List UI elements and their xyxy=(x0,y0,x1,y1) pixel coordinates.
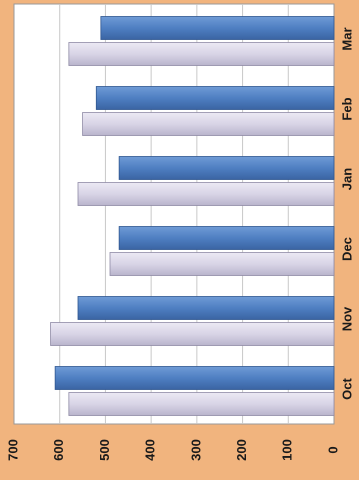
value-tick-400: 400 xyxy=(143,439,158,461)
bar-jan-series-2 xyxy=(77,182,335,206)
category-label-feb: Feb xyxy=(339,97,354,120)
category-label-dec: Dec xyxy=(339,237,354,261)
bar-jan-series-1 xyxy=(118,156,335,180)
bar-mar-series-1 xyxy=(100,16,335,40)
category-label-mar: Mar xyxy=(339,27,354,50)
value-tick-labels: 0 100 200 300 400 500 600 700 xyxy=(5,439,340,461)
value-tick-100: 100 xyxy=(280,439,295,461)
bars xyxy=(50,16,335,416)
value-tick-200: 200 xyxy=(234,439,249,461)
bar-oct-series-1 xyxy=(54,366,335,390)
bar-dec-series-2 xyxy=(109,252,335,276)
value-tick-600: 600 xyxy=(51,439,66,461)
value-tick-300: 300 xyxy=(188,439,203,461)
plot-area xyxy=(13,3,335,425)
bar-oct-series-2 xyxy=(68,392,335,416)
category-label-jan: Jan xyxy=(339,168,354,190)
bar-dec-series-1 xyxy=(118,226,335,250)
bar-nov-series-1 xyxy=(77,296,335,320)
value-tick-700: 700 xyxy=(5,439,20,461)
value-tick-0: 0 xyxy=(325,446,340,453)
bar-feb-series-1 xyxy=(95,86,335,110)
value-tick-500: 500 xyxy=(97,439,112,461)
category-label-oct: Oct xyxy=(339,377,354,399)
bar-nov-series-2 xyxy=(50,322,335,346)
bar-mar-series-2 xyxy=(68,42,335,66)
category-label-nov: Nov xyxy=(339,306,354,331)
grid-lines xyxy=(59,4,289,424)
category-labels: Oct Nov Dec Jan Feb Mar xyxy=(339,27,354,399)
bar-feb-series-2 xyxy=(82,112,335,136)
